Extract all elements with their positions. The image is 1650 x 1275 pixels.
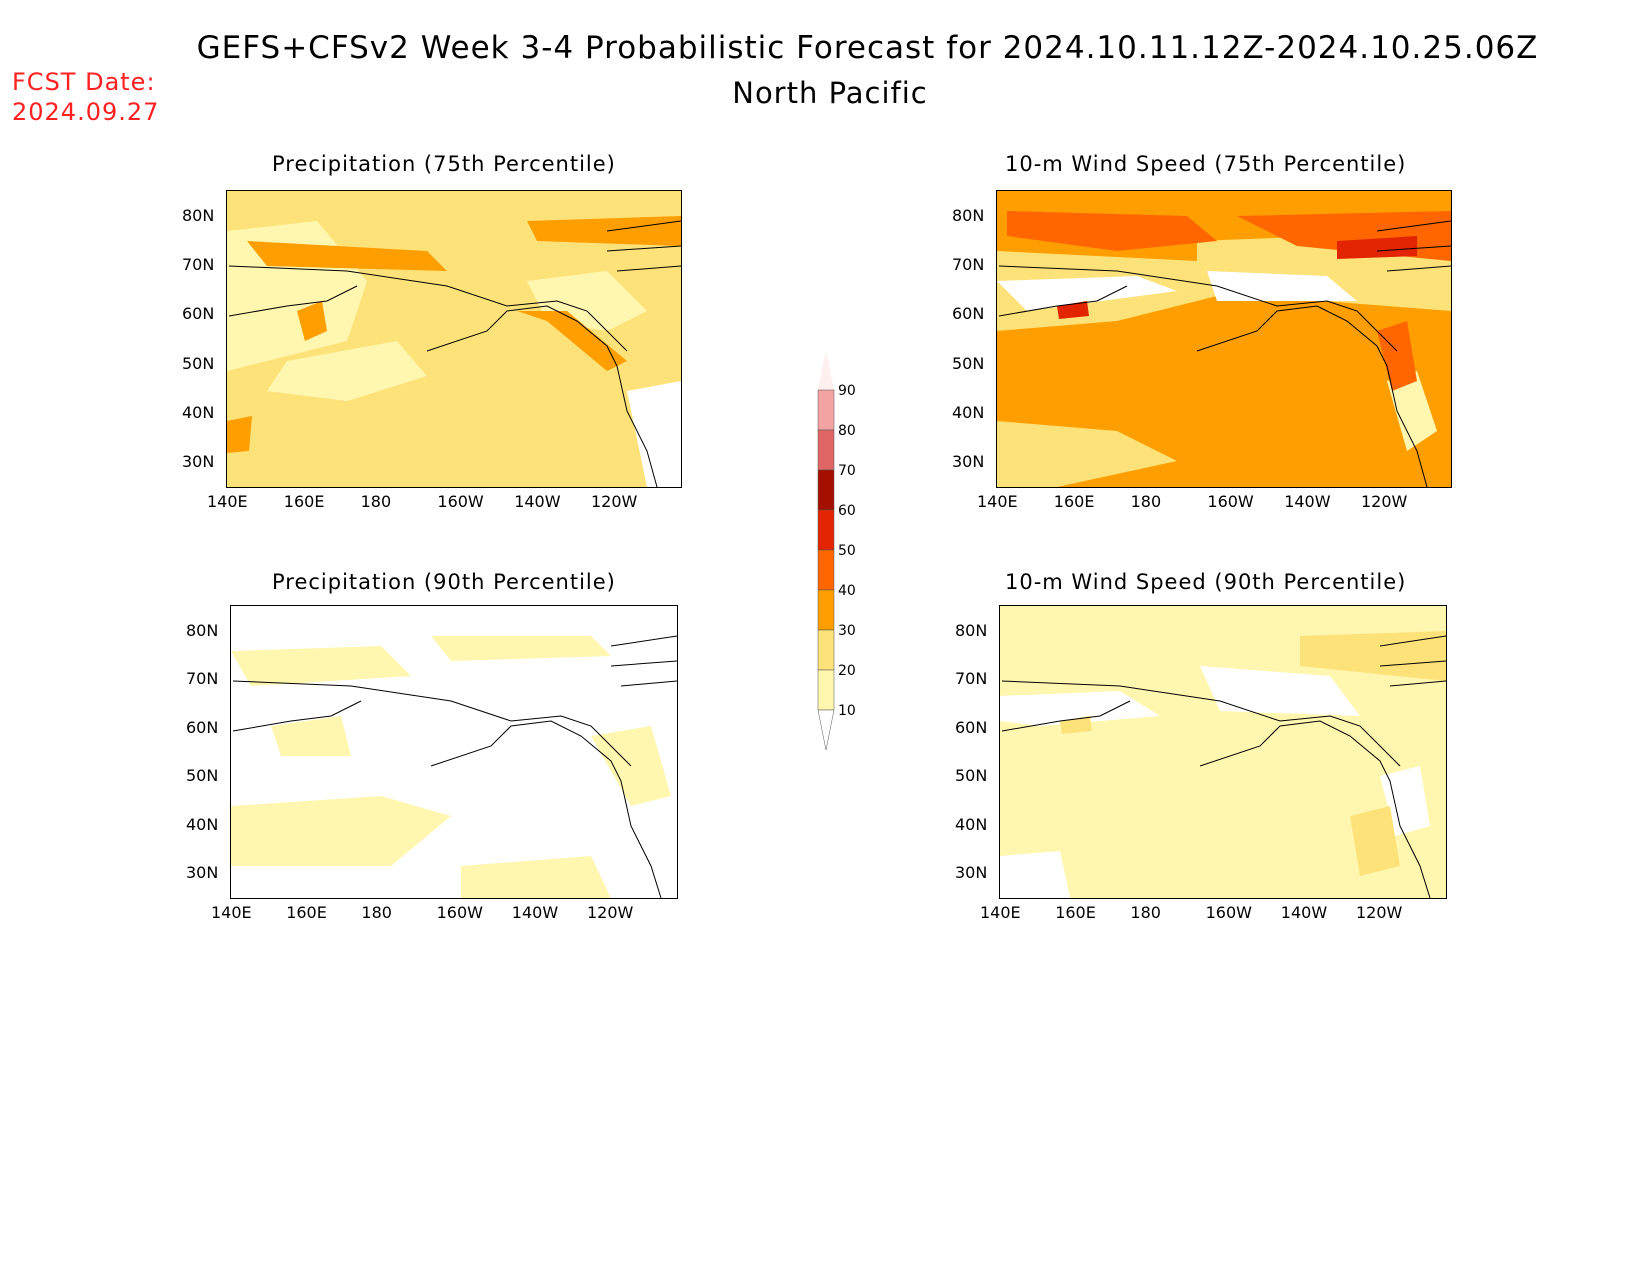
lon-tick-label: 140W	[1280, 903, 1328, 922]
lat-tick-label: 40N	[182, 402, 215, 422]
colorbar-segment	[817, 389, 835, 431]
lon-tick-label: 140E	[980, 903, 1021, 922]
colorbar-level-label: 10	[838, 703, 856, 719]
map-wind-90	[999, 605, 1447, 899]
lon-tick-label: 140E	[211, 903, 252, 922]
colorbar-level-label: 60	[838, 503, 856, 519]
lon-tick-label: 120W	[1356, 903, 1403, 922]
lon-tick-label: 180	[1130, 903, 1161, 922]
colorbar-level-label: 30	[838, 623, 856, 639]
lon-tick-label: 140W	[511, 903, 559, 922]
lat-tick-label: 30N	[186, 863, 219, 882]
lat-tick-label: 50N	[186, 766, 219, 786]
lon-tick-label: 160E	[283, 492, 325, 511]
lon-tick-label: 160E	[286, 903, 327, 922]
lon-tick-label: 180	[1130, 492, 1162, 511]
map-precip-75	[226, 190, 682, 488]
lat-tick-label: 60N	[952, 304, 985, 324]
colorbar-bottom-arrow	[817, 709, 835, 751]
map-wind-75	[996, 190, 1452, 488]
lon-tick-label: 160E	[1055, 903, 1096, 922]
colorbar-level-label: 70	[838, 463, 856, 479]
lon-tick-label: 160E	[1053, 492, 1095, 511]
colorbar-segment	[817, 629, 835, 671]
lat-tick-label: 30N	[182, 452, 215, 471]
panel-title-wind-75: 10-m Wind Speed (75th Percentile)	[1005, 152, 1407, 176]
lon-tick-label: 120W	[587, 903, 634, 922]
lat-tick-label: 80N	[955, 621, 988, 640]
lat-tick-label: 70N	[952, 255, 985, 275]
lon-tick-label: 140E	[207, 492, 248, 511]
lat-tick-label: 80N	[182, 206, 215, 225]
panel-title-precip-75: Precipitation (75th Percentile)	[272, 152, 616, 176]
lat-tick-label: 30N	[955, 863, 988, 882]
colorbar-level-label: 50	[838, 543, 856, 559]
lon-tick-label: 120W	[591, 492, 638, 511]
colorbar-segment	[817, 589, 835, 631]
lat-tick-label: 40N	[952, 402, 985, 422]
lat-tick-label: 30N	[952, 452, 985, 471]
lat-tick-label: 50N	[955, 766, 988, 786]
lon-tick-label: 120W	[1361, 492, 1408, 511]
region-subtitle: North Pacific	[732, 76, 928, 110]
lat-tick-label: 80N	[186, 621, 219, 640]
colorbar-segment	[817, 509, 835, 551]
lat-tick-label: 60N	[955, 717, 988, 737]
colorbar-segment	[817, 549, 835, 591]
lon-tick-label: 140W	[1284, 492, 1331, 511]
lat-tick-label: 70N	[182, 255, 215, 275]
colorbar-segment	[817, 469, 835, 511]
main-title: GEFS+CFSv2 Week 3-4 Probabilistic Foreca…	[196, 30, 1539, 66]
colorbar: 90 80 70 60 50 40 30 20 10	[800, 330, 860, 754]
panel-title-wind-90: 10-m Wind Speed (90th Percentile)	[1005, 570, 1407, 594]
lon-tick-label: 140E	[977, 492, 1018, 511]
lat-tick-label: 60N	[186, 717, 219, 737]
colorbar-level-label: 20	[838, 663, 856, 679]
lon-tick-label: 160W	[436, 903, 483, 922]
lat-tick-label: 60N	[182, 304, 215, 324]
lat-tick-label: 40N	[955, 814, 988, 834]
map-precip-90	[230, 605, 678, 899]
lat-tick-label: 40N	[186, 814, 219, 834]
colorbar-top-arrow	[818, 350, 834, 390]
lat-tick-label: 50N	[182, 353, 215, 373]
forecast-date-label: FCST Date:	[12, 68, 156, 96]
colorbar-level-label: 80	[838, 423, 856, 439]
lat-tick-label: 70N	[955, 669, 988, 689]
lon-tick-label: 180	[361, 903, 392, 922]
lon-tick-label: 180	[360, 492, 392, 511]
lat-tick-label: 70N	[186, 669, 219, 689]
colorbar-level-label: 90	[838, 383, 856, 399]
panel-title-precip-90: Precipitation (90th Percentile)	[272, 570, 616, 594]
colorbar-segment	[817, 429, 835, 471]
colorbar-level-label: 40	[838, 583, 856, 599]
lon-tick-label: 160W	[1205, 903, 1252, 922]
forecast-date-value: 2024.09.27	[12, 98, 160, 126]
colorbar-segment	[817, 669, 835, 711]
lon-tick-label: 140W	[514, 492, 561, 511]
lon-tick-label: 160W	[437, 492, 484, 511]
lat-tick-label: 50N	[952, 353, 985, 373]
lon-tick-label: 160W	[1207, 492, 1254, 511]
lat-tick-label: 80N	[952, 206, 985, 225]
